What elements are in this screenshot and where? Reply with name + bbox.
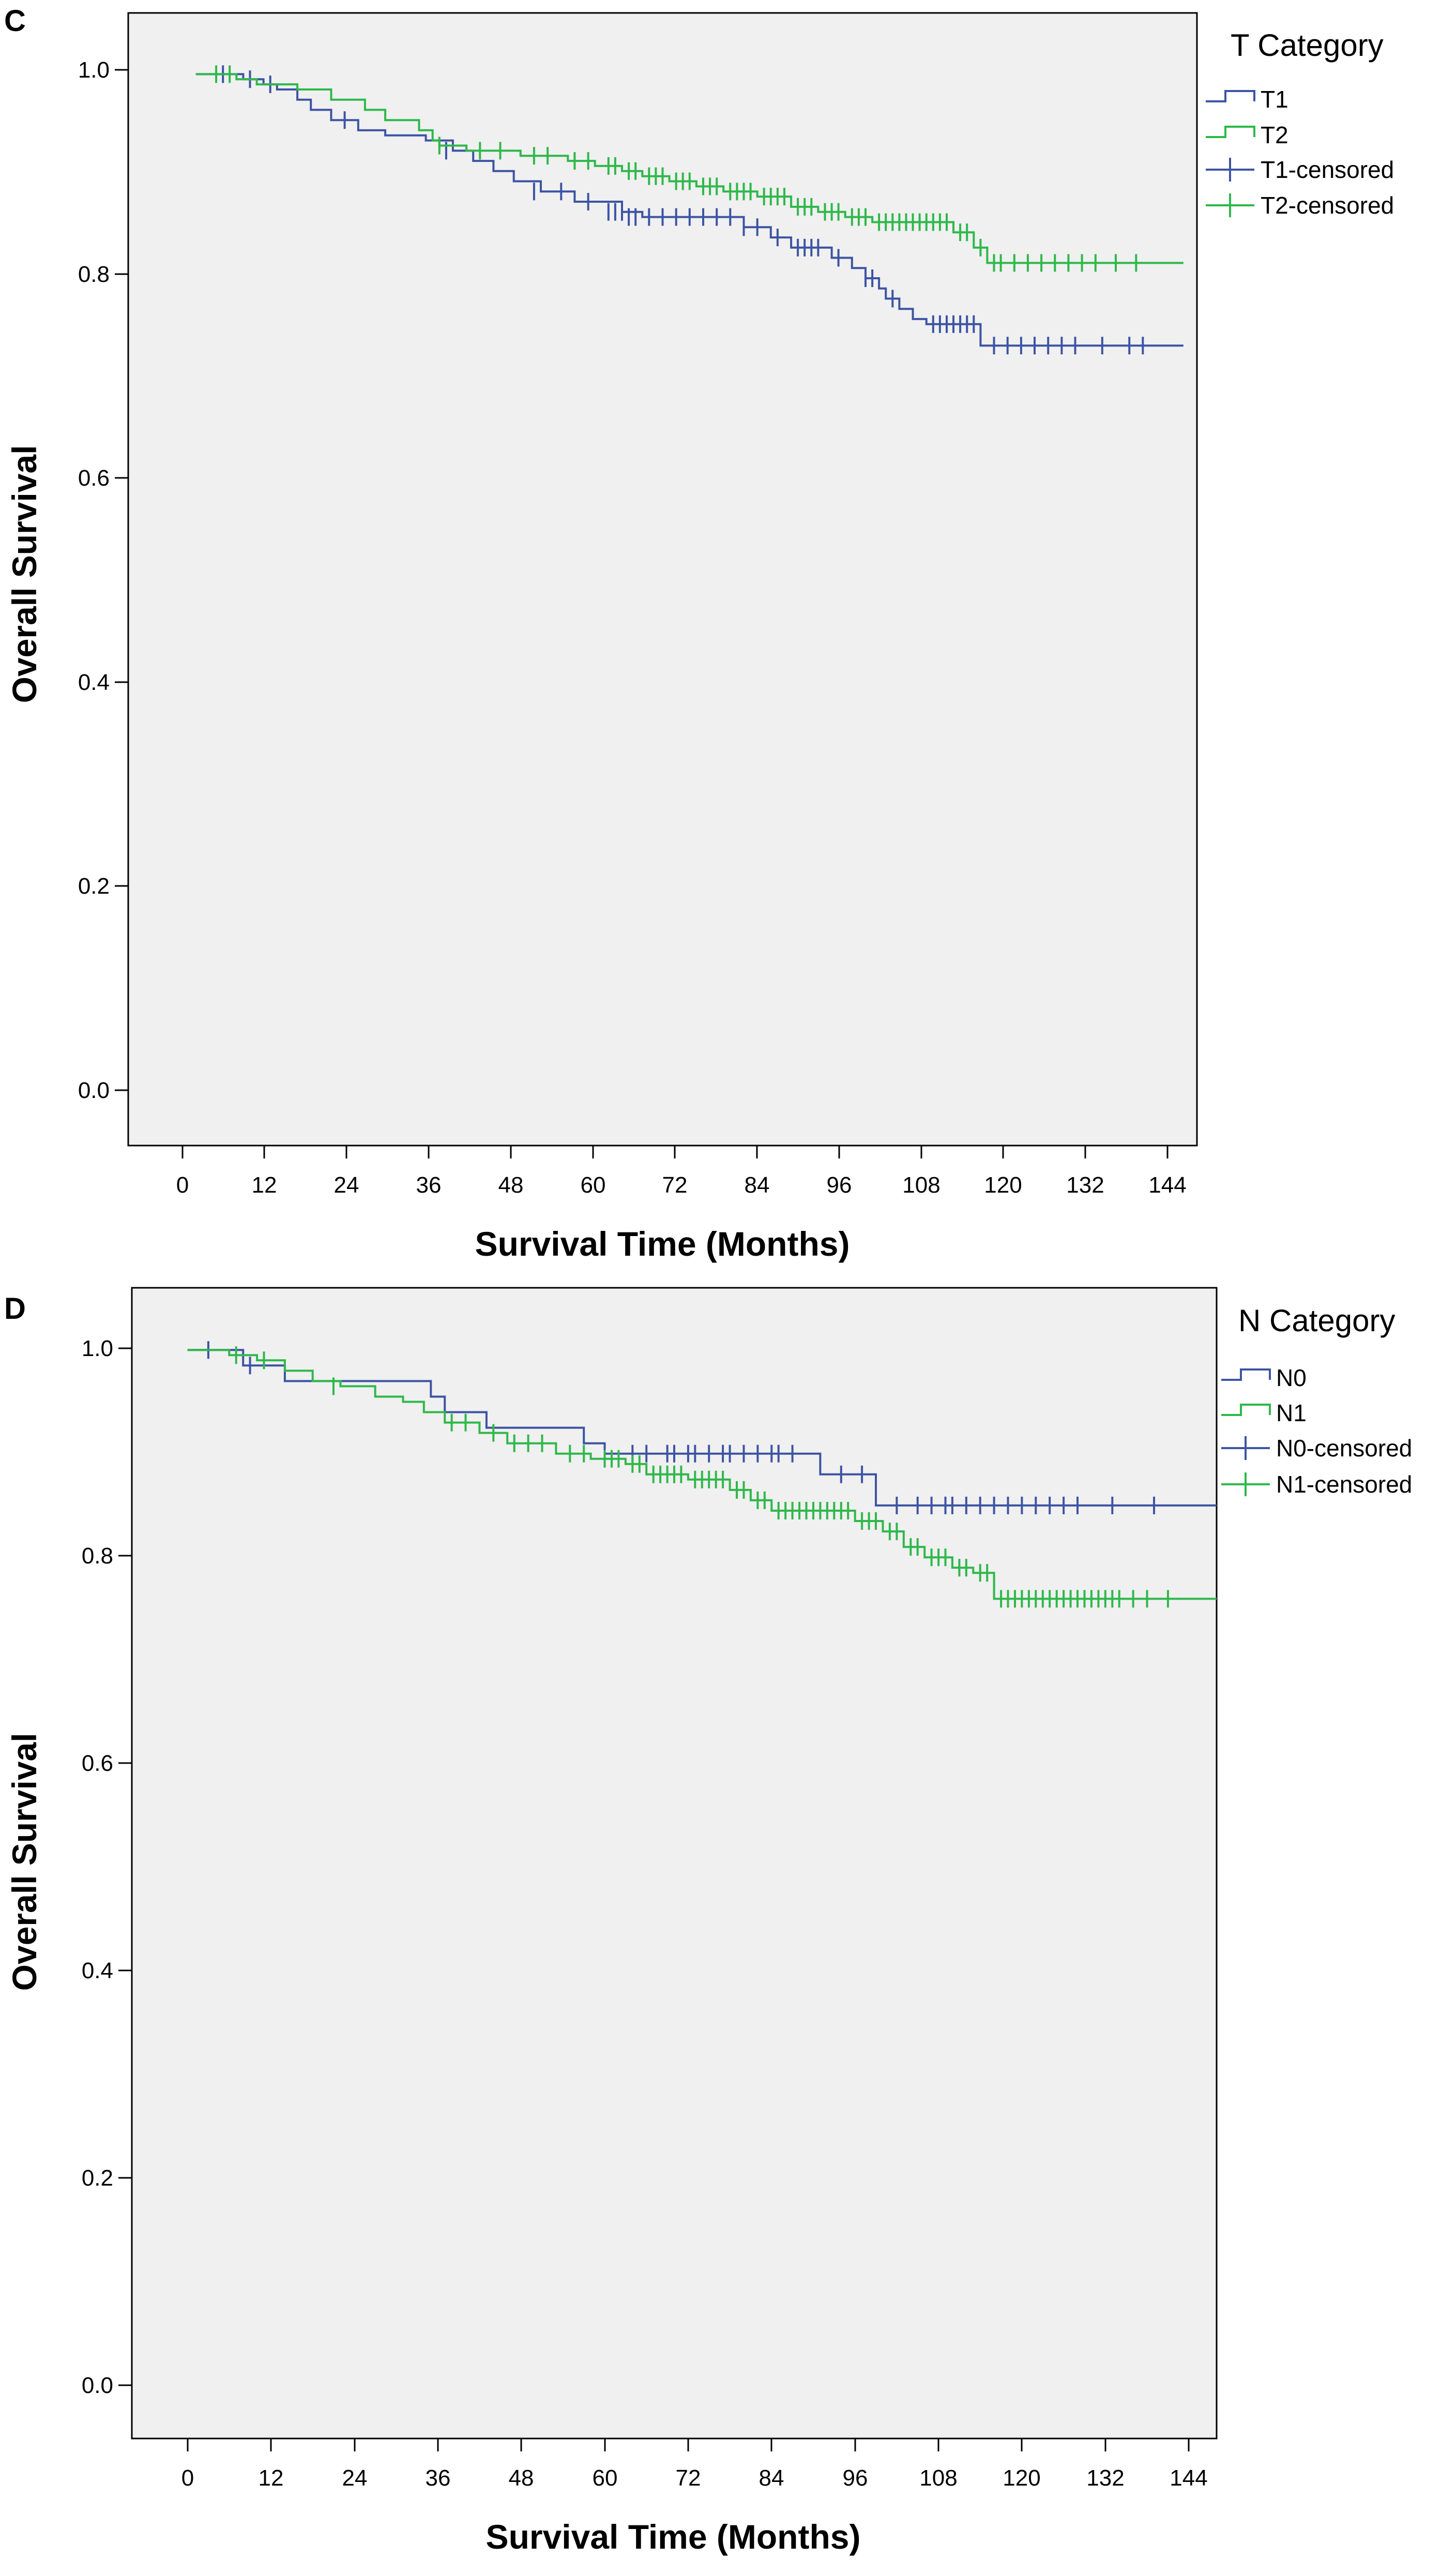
y-tick-label: 0.2: [82, 2165, 113, 2191]
x-tick-label: 144: [1170, 2465, 1207, 2491]
legend-d: N Category N0 N1 N0-censored N1-censored: [1221, 1303, 1412, 1498]
y-tick-label: 0.6: [78, 465, 110, 491]
x-tick-label: 0: [176, 1172, 189, 1198]
x-tick-label: 120: [984, 1172, 1022, 1198]
legend-label: N0: [1276, 1364, 1307, 1391]
x-tick-label: 144: [1148, 1172, 1186, 1198]
y-tick-label: 0.8: [78, 262, 110, 287]
x-tick-label: 24: [342, 2465, 368, 2491]
legend-swatch-step: [1206, 90, 1255, 102]
x-tick-label: 108: [919, 2465, 957, 2491]
y-tick-label: 0.0: [78, 1078, 110, 1103]
legend-item-n0-censored: N0-censored: [1221, 1435, 1412, 1462]
x-tick-label: 84: [745, 1172, 770, 1198]
x-tick-label: 96: [843, 2465, 868, 2491]
y-axis-title-d: Overall Survival: [5, 1733, 43, 1991]
x-tick-label: 36: [416, 1172, 442, 1198]
legend-label: T2: [1261, 122, 1288, 148]
x-tick-label: 60: [581, 1172, 606, 1198]
x-tick-label: 72: [676, 2465, 701, 2491]
x-tick-label: 72: [662, 1172, 688, 1198]
legend-item-n0: N0: [1221, 1364, 1307, 1391]
legend-label: T2-censored: [1261, 192, 1394, 219]
x-tick-label: 96: [827, 1172, 852, 1198]
y-tick-label: 1.0: [78, 57, 110, 83]
legend-item-t2: T2: [1206, 122, 1288, 148]
legend-label: T1-censored: [1261, 156, 1394, 183]
x-tick-label: 24: [334, 1172, 359, 1198]
y-ticks-d: 0.0 0.2 0.4 0.6 0.8 1.0: [82, 1336, 132, 2398]
x-axis-title-c: Survival Time (Months): [475, 1225, 850, 1263]
panel-c: C 0 12 24 36 48 60 72 84 96 108 120 132 …: [4, 4, 1394, 1263]
x-axis-title-d: Survival Time (Months): [486, 2518, 861, 2556]
x-tick-label: 84: [759, 2465, 784, 2491]
x-ticks-d: 0 12 24 36 48 60 72 84 96 108 120 132 14…: [181, 2438, 1208, 2491]
legend-swatch-step: [1206, 126, 1255, 138]
x-tick-label: 60: [593, 2465, 618, 2491]
x-ticks-c: 0 12 24 36 48 60 72 84 96 108 120 132 14…: [176, 1146, 1187, 1198]
legend-swatch-step: [1221, 1368, 1271, 1381]
y-tick-label: 0.4: [78, 670, 110, 695]
x-tick-label: 0: [181, 2465, 194, 2491]
legend-swatch-step: [1221, 1404, 1271, 1416]
plot-area-c: [127, 12, 1198, 1147]
legend-title-c: T Category: [1231, 28, 1384, 63]
y-tick-label: 0.8: [82, 1543, 113, 1569]
legend-item-n1: N1: [1221, 1399, 1307, 1426]
y-tick-label: 0.4: [82, 1958, 113, 1983]
y-ticks-c: 0.0 0.2 0.4 0.6 0.8 1.0: [78, 57, 128, 1103]
y-tick-label: 0.2: [78, 874, 110, 899]
panel-d: D 0 12 24 36 48 60 72 84 96 108 120 132 …: [4, 1287, 1412, 2556]
series-group-c: [195, 65, 1184, 355]
legend-label: N0-censored: [1276, 1435, 1412, 1462]
legend-item-n1-censored: N1-censored: [1221, 1471, 1412, 1498]
x-tick-label: 120: [1003, 2465, 1040, 2491]
x-tick-label: 132: [1066, 1172, 1104, 1198]
legend-item-t2-censored: T2-censored: [1206, 192, 1394, 219]
legend-c: T Category T1 T2 T1-censored T2-censored: [1206, 28, 1394, 219]
legend-label: T1: [1261, 86, 1288, 113]
y-tick-label: 1.0: [82, 1336, 113, 1361]
y-tick-label: 0.0: [82, 2373, 113, 2398]
panel-letter-d: D: [4, 1292, 26, 1326]
x-tick-label: 36: [426, 2465, 451, 2491]
y-axis-title-c: Overall Survival: [5, 445, 43, 703]
legend-item-t1-censored: T1-censored: [1206, 156, 1394, 183]
x-tick-label: 132: [1086, 2465, 1124, 2491]
x-tick-label: 12: [259, 2465, 284, 2491]
x-tick-label: 108: [902, 1172, 940, 1198]
series-group-d: [187, 1341, 1217, 1608]
legend-label: N1: [1276, 1399, 1307, 1426]
x-tick-label: 48: [498, 1172, 524, 1198]
y-tick-label: 0.6: [82, 1751, 113, 1776]
survival-curve-n1: [187, 1349, 1217, 1600]
legend-item-t1: T1: [1206, 86, 1288, 113]
x-tick-label: 12: [252, 1172, 277, 1198]
x-tick-label: 48: [509, 2465, 534, 2491]
legend-title-d: N Category: [1238, 1303, 1395, 1338]
legend-label: N1-censored: [1276, 1471, 1412, 1498]
survival-curve-t1: [195, 73, 1184, 347]
panel-letter-c: C: [4, 4, 26, 38]
